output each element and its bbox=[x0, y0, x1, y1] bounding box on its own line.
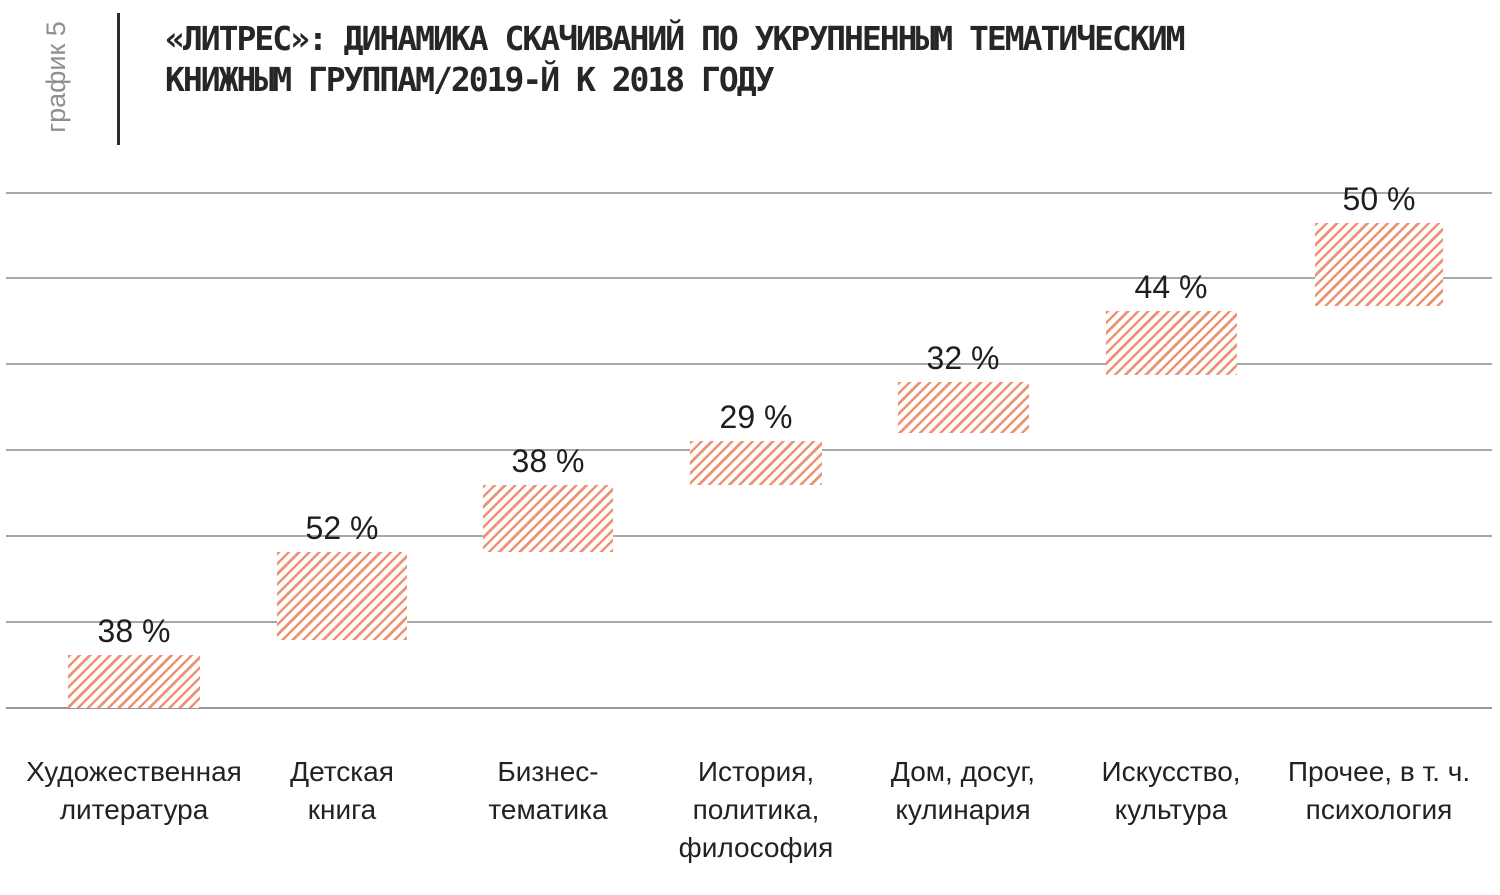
category-label-business: Бизнес- тематика bbox=[488, 756, 608, 825]
figure-number-label: график 5 bbox=[41, 21, 71, 133]
value-label-children-books: 52 % bbox=[305, 510, 379, 546]
value-label-home-leisure-cooking: 32 % bbox=[926, 340, 1000, 376]
value-label-business: 38 % bbox=[511, 443, 585, 479]
category-label-children-books: Детская книга bbox=[290, 756, 394, 825]
category-label-history-politics-philosophy: История, политика, философия bbox=[678, 756, 834, 863]
bar-art-culture bbox=[1106, 311, 1237, 375]
chart-title-line2: КНИЖНЫМ ГРУППАМ/2019-Й К 2018 ГОДУ bbox=[165, 60, 775, 99]
title-divider-line bbox=[117, 13, 120, 145]
category-label-art-culture: Искусство, культура bbox=[1101, 756, 1241, 825]
value-label-other-psychology: 50 % bbox=[1342, 181, 1416, 217]
bar-history-politics-philosophy bbox=[690, 441, 822, 485]
bar-home-leisure-cooking bbox=[898, 382, 1029, 433]
category-label-other-psychology: Прочее, в т. ч. психология bbox=[1287, 756, 1471, 825]
category-label-home-leisure-cooking: Дом, досуг, кулинария bbox=[890, 756, 1036, 825]
chart-title-line1: «ЛИТРЕС»: ДИНАМИКА СКАЧИВАНИЙ ПО УКРУПНЕ… bbox=[165, 19, 1185, 58]
gridline-1 bbox=[6, 192, 1492, 194]
value-label-history-politics-philosophy: 29 % bbox=[719, 399, 793, 435]
gridline-5 bbox=[6, 535, 1492, 537]
bar-fiction bbox=[68, 655, 200, 708]
bar-other-psychology bbox=[1315, 223, 1443, 306]
gridline-2 bbox=[6, 277, 1492, 279]
category-label-fiction: Художественная литература bbox=[26, 756, 242, 825]
x-axis-baseline bbox=[6, 707, 1492, 709]
gridline-6 bbox=[6, 621, 1492, 623]
gridline-3 bbox=[6, 363, 1492, 365]
value-label-fiction: 38 % bbox=[97, 613, 171, 649]
bar-children-books bbox=[277, 552, 407, 640]
bar-business bbox=[483, 485, 613, 552]
chart-title: «ЛИТРЕС»: ДИНАМИКА СКАЧИВАНИЙ ПО УКРУПНЕ… bbox=[165, 18, 1185, 100]
value-label-art-culture: 44 % bbox=[1134, 269, 1208, 305]
